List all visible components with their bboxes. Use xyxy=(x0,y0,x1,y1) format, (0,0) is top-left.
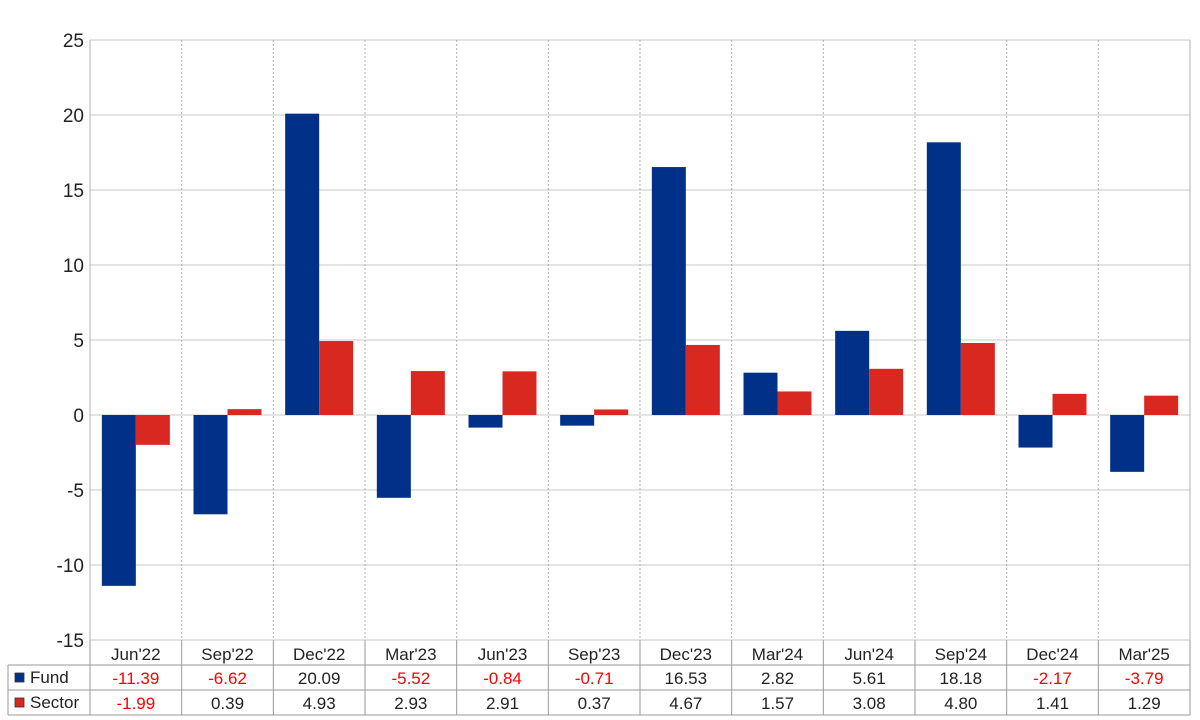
y-tick-label: -15 xyxy=(57,631,84,652)
bar-fund xyxy=(743,372,778,415)
table-cell-sector: 4.80 xyxy=(944,694,977,713)
legend-label-fund: Fund xyxy=(30,668,69,687)
bar-fund xyxy=(193,415,228,515)
table-cell-sector: 2.93 xyxy=(394,694,427,713)
table-cell-fund: 5.61 xyxy=(853,669,886,688)
table-cell-fund: -11.39 xyxy=(112,669,159,688)
y-tick-label: 5 xyxy=(73,331,84,352)
bar-fund xyxy=(376,415,411,498)
table-cell-sector: 1.29 xyxy=(1128,694,1161,713)
x-tick-label: Mar'24 xyxy=(752,645,803,664)
y-axis: 25 20 15 10 5 0 -5 -10 -15 xyxy=(57,31,84,652)
bar-fund xyxy=(1018,415,1053,448)
table-cell-sector: 0.39 xyxy=(211,694,244,713)
x-tick-label: Dec'23 xyxy=(660,645,712,664)
bar-sector xyxy=(960,343,995,415)
table-cell-fund: 18.18 xyxy=(940,669,983,688)
y-tick-label: 20 xyxy=(63,106,84,127)
bar-sector xyxy=(135,415,170,445)
y-tick-label: 10 xyxy=(63,256,84,277)
bar-sector xyxy=(869,368,904,415)
bar-fund xyxy=(468,415,503,428)
y-tick-label: -5 xyxy=(67,481,84,502)
bar-fund xyxy=(1110,415,1145,472)
y-tick-label: 15 xyxy=(63,181,84,202)
table-cell-fund: 16.53 xyxy=(665,669,708,688)
bar-fund xyxy=(560,415,595,426)
x-tick-label: Mar'25 xyxy=(1118,645,1169,664)
table-cell-sector: 0.37 xyxy=(578,694,611,713)
table-cell-fund: -2.17 xyxy=(1033,669,1072,688)
bar-fund xyxy=(651,167,686,415)
bar-sector xyxy=(319,341,354,415)
x-tick-label: Sep'22 xyxy=(201,645,253,664)
table-cell-fund: -3.79 xyxy=(1125,669,1164,688)
bar-fund xyxy=(101,415,136,586)
table-cell-sector: 1.41 xyxy=(1036,694,1069,713)
x-tick-label: Jun'23 xyxy=(478,645,528,664)
table-cell-sector: 1.57 xyxy=(761,694,794,713)
bar-sector xyxy=(777,391,812,415)
table-cell-fund: 2.82 xyxy=(761,669,794,688)
bar-fund xyxy=(285,113,320,416)
y-tick-label: 0 xyxy=(73,406,84,427)
bar-fund xyxy=(926,142,961,416)
table-cell-sector: 4.67 xyxy=(669,694,702,713)
table-cell-fund: -0.84 xyxy=(483,669,522,688)
x-tick-label: Mar'23 xyxy=(385,645,436,664)
bar-sector xyxy=(685,344,720,415)
x-tick-label: Sep'23 xyxy=(568,645,620,664)
x-tick-label: Jun'22 xyxy=(111,645,161,664)
bar-fund xyxy=(835,330,870,415)
legend-swatch-sector xyxy=(14,697,25,708)
y-tick-label: 25 xyxy=(63,31,84,52)
table-cell-sector: -1.99 xyxy=(116,694,155,713)
data-table: Jun'22 Sep'22 Dec'22 Mar'23 Jun'23 Sep'23 Dec'… xyxy=(7,640,1191,716)
y-tick-label: -10 xyxy=(57,556,84,577)
bars xyxy=(101,113,1179,586)
bar-sector xyxy=(227,409,262,415)
x-tick-label: Dec'22 xyxy=(293,645,345,664)
table-cell-sector: 3.08 xyxy=(853,694,886,713)
x-tick-label: Jun'24 xyxy=(844,645,894,664)
grid-lines xyxy=(89,39,1191,641)
table-cell-sector: 2.91 xyxy=(486,694,519,713)
bar-sector xyxy=(502,371,537,415)
legend-swatch-fund xyxy=(14,672,25,683)
table-cell-fund: -6.62 xyxy=(208,669,247,688)
bar-sector xyxy=(410,371,445,415)
table-cell-fund: -5.52 xyxy=(391,669,430,688)
x-tick-label: Sep'24 xyxy=(935,645,987,664)
bar-sector xyxy=(594,409,629,415)
table-cell-fund: -0.71 xyxy=(575,669,614,688)
legend-label-sector: Sector xyxy=(30,693,79,712)
bar-sector xyxy=(1052,393,1087,415)
table-cell-fund: 20.09 xyxy=(298,669,341,688)
table-cell-sector: 4.93 xyxy=(303,694,336,713)
x-tick-label: Dec'24 xyxy=(1026,645,1078,664)
bar-sector xyxy=(1144,395,1179,415)
